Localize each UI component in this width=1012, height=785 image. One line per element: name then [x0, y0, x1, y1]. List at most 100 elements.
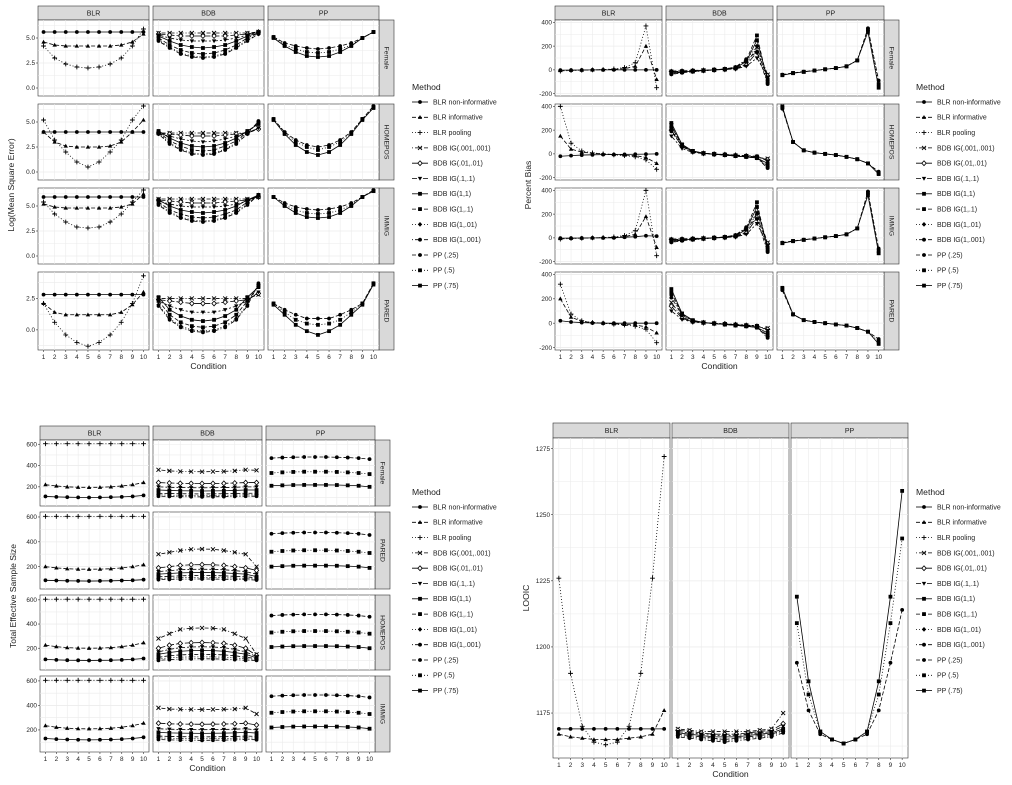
data-point	[200, 300, 206, 307]
series-line	[43, 105, 144, 168]
panel-frame	[152, 103, 265, 181]
data-point	[234, 39, 239, 43]
panel-blr-row1	[37, 19, 150, 97]
y-tick-label: 600	[26, 441, 37, 448]
data-point	[356, 564, 361, 569]
data-point	[367, 472, 372, 476]
data-point	[167, 727, 172, 732]
y-tick-label: 1250	[536, 512, 551, 519]
data-point	[75, 726, 81, 731]
x-tick-label: 9	[770, 762, 774, 769]
legend: Method BLR non-informative BLR informative…	[916, 487, 1001, 695]
data-point	[232, 727, 237, 732]
data-point	[156, 467, 161, 473]
panel-blr-row3	[554, 187, 663, 265]
data-point	[76, 737, 81, 742]
x-tick-label: 5	[601, 354, 605, 361]
data-point	[367, 695, 372, 700]
data-point	[212, 210, 216, 214]
data-point	[701, 68, 706, 73]
legend-key-marker	[417, 130, 423, 135]
data-point	[222, 137, 228, 142]
x-tick-label: 9	[361, 354, 365, 361]
data-point	[221, 731, 226, 736]
data-point	[189, 51, 194, 55]
data-point	[316, 153, 320, 157]
data-point	[568, 68, 574, 73]
y-tick-label: 200	[26, 645, 37, 652]
data-point	[313, 612, 317, 617]
data-point	[54, 565, 59, 570]
data-point	[200, 33, 206, 39]
x-tick-label: 7	[335, 756, 339, 763]
legend-key-marker	[921, 115, 927, 119]
data-point	[876, 339, 881, 344]
data-point	[338, 312, 343, 317]
data-point	[360, 195, 365, 199]
series-line	[158, 482, 257, 484]
data-point	[234, 312, 239, 317]
data-point	[280, 710, 285, 714]
data-point	[232, 488, 237, 493]
data-point	[97, 513, 103, 519]
legend-key-marker	[418, 100, 422, 104]
data-point	[167, 211, 172, 215]
data-point	[167, 650, 172, 655]
data-point	[282, 132, 287, 136]
data-point	[141, 562, 146, 567]
chart-3: BLR BDB PP Female PARED HOMEPOS IMMIG 200 400 600…	[8, 425, 497, 773]
x-tick-label: 6	[612, 354, 616, 361]
data-point	[119, 494, 124, 499]
data-point	[243, 650, 248, 655]
data-point	[223, 216, 228, 220]
series-line	[781, 287, 879, 345]
data-point	[221, 721, 227, 728]
series-line	[158, 285, 259, 328]
data-point	[221, 488, 226, 493]
facet-label-pared: PARED	[888, 300, 895, 323]
data-point	[156, 570, 161, 574]
x-tick-label: 3	[699, 762, 703, 769]
data-point	[254, 737, 259, 742]
data-point	[324, 709, 328, 714]
data-point	[243, 577, 248, 582]
x-tick-label: 10	[653, 354, 661, 361]
data-point	[75, 677, 81, 683]
data-point	[324, 483, 328, 487]
data-point	[324, 530, 328, 535]
data-point	[733, 323, 738, 328]
legend-key-marker	[921, 520, 927, 524]
data-point	[243, 652, 248, 657]
data-point	[201, 330, 205, 335]
data-point	[841, 741, 846, 746]
data-point	[356, 710, 361, 715]
data-point	[141, 640, 146, 645]
legend-key-marker	[418, 253, 422, 257]
data-point	[755, 156, 759, 160]
data-point	[345, 710, 350, 714]
data-point	[245, 132, 250, 136]
data-point	[644, 152, 648, 157]
x-axis-title: Condition	[189, 763, 226, 773]
legend-item-label: BDB IG(.001,.001)	[433, 145, 491, 152]
data-point	[316, 333, 320, 337]
data-point	[119, 565, 124, 570]
data-point	[222, 196, 228, 202]
data-point	[313, 548, 317, 553]
data-point	[780, 710, 786, 716]
data-point	[221, 649, 226, 654]
data-point	[86, 195, 90, 199]
data-point	[367, 631, 372, 636]
data-point	[189, 324, 194, 328]
x-axis-title: Condition	[190, 361, 227, 371]
data-point	[188, 639, 194, 646]
data-point	[568, 314, 574, 319]
data-point	[313, 563, 317, 568]
panel-bdb-row1	[152, 439, 263, 507]
data-point	[644, 233, 648, 238]
x-tick-label: 6	[616, 762, 620, 769]
x-tick-label: 7	[108, 354, 112, 361]
data-point	[189, 577, 194, 581]
data-point	[212, 148, 216, 152]
data-point	[304, 54, 309, 58]
